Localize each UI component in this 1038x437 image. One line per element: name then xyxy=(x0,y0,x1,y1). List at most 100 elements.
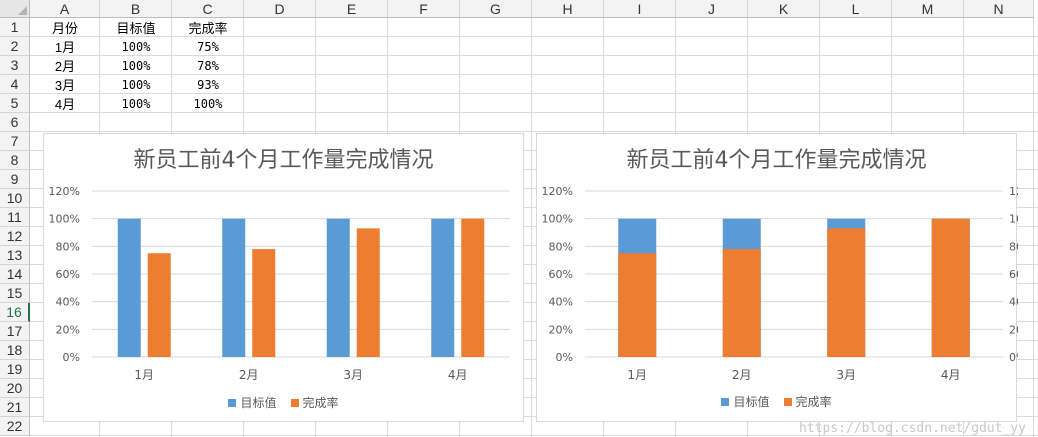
row-header-16[interactable]: 16 xyxy=(0,303,30,322)
y-tick-label: 0% xyxy=(556,351,573,364)
data-cell[interactable]: 100% xyxy=(193,96,223,111)
y-tick-label: 20% xyxy=(56,323,80,336)
row-header-11[interactable]: 11 xyxy=(0,208,30,227)
row-header-5[interactable]: 5 xyxy=(0,94,30,113)
y-tick-label: 120% xyxy=(542,185,573,198)
bar-target xyxy=(222,218,246,357)
gridline-horizontal xyxy=(30,74,1038,75)
legend-swatch-completion xyxy=(290,398,299,407)
legend-item-completion: 完成率 xyxy=(783,393,832,410)
row-header-17[interactable]: 17 xyxy=(0,322,30,341)
column-header-f[interactable]: F xyxy=(388,0,460,18)
data-cell[interactable]: 100% xyxy=(121,96,151,111)
bar-completion xyxy=(356,228,380,357)
header-cell[interactable]: 完成率 xyxy=(188,21,228,36)
y-tick-label: 120% xyxy=(49,185,80,198)
column-header-k[interactable]: K xyxy=(748,0,820,18)
legend-label-target: 目标值 xyxy=(240,396,277,410)
row-header-9[interactable]: 9 xyxy=(0,170,30,189)
data-cell[interactable]: 100% xyxy=(121,77,151,92)
x-tick-label: 4月 xyxy=(448,368,468,382)
data-cell[interactable]: 3月 xyxy=(54,78,76,93)
y-tick-label: 100% xyxy=(49,213,80,226)
column-header-l[interactable]: L xyxy=(820,0,892,18)
gridline-horizontal xyxy=(30,283,1038,284)
column-header-d[interactable]: D xyxy=(244,0,316,18)
bar-completion xyxy=(147,253,171,357)
gridline-horizontal xyxy=(30,340,1038,341)
x-tick-label: 3月 xyxy=(343,368,363,382)
y2-tick-label: 0% xyxy=(1009,351,1018,364)
legend-label-completion: 完成率 xyxy=(795,395,832,409)
legend-swatch-completion xyxy=(783,397,792,406)
row-header-13[interactable]: 13 xyxy=(0,246,30,265)
y2-tick-label: 20% xyxy=(1009,323,1018,336)
gridline-horizontal xyxy=(30,55,1038,56)
gridline-vertical xyxy=(531,18,532,437)
gridline-horizontal xyxy=(30,226,1038,227)
overlapped-bar-chart[interactable]: 新员工前4个月工作量完成情况 0% 0% 20% 20% 40% 40% 60% 60% 80%… xyxy=(536,133,1018,422)
gridline-horizontal xyxy=(30,112,1038,113)
row-header-7[interactable]: 7 xyxy=(0,132,30,151)
gridline-horizontal xyxy=(30,359,1038,360)
data-cell[interactable]: 100% xyxy=(121,58,151,73)
data-cell[interactable]: 4月 xyxy=(54,97,76,112)
row-header-20[interactable]: 20 xyxy=(0,379,30,398)
row-header-21[interactable]: 21 xyxy=(0,398,30,417)
column-header-i[interactable]: I xyxy=(604,0,676,18)
column-header-a[interactable]: A xyxy=(30,0,100,18)
header-cell[interactable]: 目标值 xyxy=(116,21,156,36)
x-tick-label: 1月 xyxy=(134,368,154,382)
gridline-vertical xyxy=(1033,18,1034,437)
row-header-22[interactable]: 22 xyxy=(0,417,30,436)
data-cell[interactable]: 100% xyxy=(121,39,151,54)
row-header-8[interactable]: 8 xyxy=(0,151,30,170)
y2-tick-label: 60% xyxy=(1009,268,1018,281)
data-cell[interactable]: 75% xyxy=(197,39,219,54)
row-header-10[interactable]: 10 xyxy=(0,189,30,208)
row-header-6[interactable]: 6 xyxy=(0,113,30,132)
select-all-corner[interactable] xyxy=(0,0,30,18)
row-header-19[interactable]: 19 xyxy=(0,360,30,379)
column-header-b[interactable]: B xyxy=(100,0,172,18)
gridline-horizontal xyxy=(30,245,1038,246)
row-header-3[interactable]: 3 xyxy=(0,56,30,75)
row-header-1[interactable]: 1 xyxy=(0,18,30,37)
data-cell[interactable]: 1月 xyxy=(54,40,76,55)
row-header-18[interactable]: 18 xyxy=(0,341,30,360)
y2-tick-label: 120% xyxy=(1009,185,1018,198)
row-header-15[interactable]: 15 xyxy=(0,284,30,303)
row-header-4[interactable]: 4 xyxy=(0,75,30,94)
chart-plot: 0% 0% 20% 20% 40% 40% 60% 60% 80% 80% 100% 100% 120%… xyxy=(542,185,1018,382)
column-header-j[interactable]: J xyxy=(676,0,748,18)
data-cell[interactable]: 93% xyxy=(197,77,219,92)
row-header-14[interactable]: 14 xyxy=(0,265,30,284)
data-cell[interactable]: 2月 xyxy=(54,59,76,74)
y2-tick-label: 100% xyxy=(1009,213,1018,226)
bar-target xyxy=(326,218,350,357)
bar-completion xyxy=(461,218,485,357)
column-header-c[interactable]: C xyxy=(172,0,244,18)
column-header-e[interactable]: E xyxy=(316,0,388,18)
clustered-bar-chart[interactable]: 新员工前4个月工作量完成情况 0% 20% 40% 60% 80% 100% 120% 1月 2… xyxy=(43,133,524,422)
legend-item-completion: 完成率 xyxy=(290,394,339,411)
legend-swatch-target xyxy=(228,398,237,407)
gridline-horizontal xyxy=(30,36,1038,37)
column-header-g[interactable]: G xyxy=(460,0,532,18)
legend-label-completion: 完成率 xyxy=(302,396,339,410)
row-header-12[interactable]: 12 xyxy=(0,227,30,246)
header-cell[interactable]: 月份 xyxy=(51,21,78,36)
bar-completion xyxy=(722,249,761,357)
x-tick-label: 1月 xyxy=(627,368,647,382)
bar-completion xyxy=(618,253,657,357)
column-header-n[interactable]: N xyxy=(964,0,1034,18)
gridline-horizontal xyxy=(30,188,1038,189)
column-header-h[interactable]: H xyxy=(532,0,604,18)
chart-legend: 目标值 完成率 xyxy=(44,394,523,411)
gridline-horizontal xyxy=(30,207,1038,208)
data-cell[interactable]: 78% xyxy=(197,58,219,73)
row-header-2[interactable]: 2 xyxy=(0,37,30,56)
chart-title: 新员工前4个月工作量完成情况 xyxy=(133,148,434,173)
column-header-m[interactable]: M xyxy=(892,0,964,18)
legend-label-target: 目标值 xyxy=(733,395,770,409)
